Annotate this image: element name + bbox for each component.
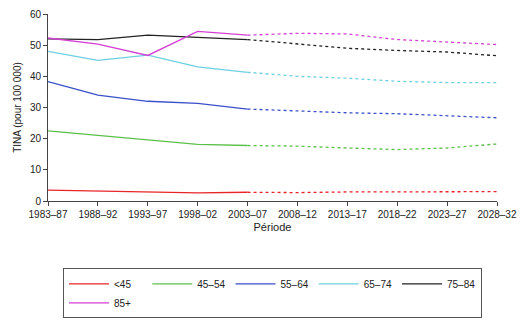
svg-text:40: 40 [30, 71, 42, 82]
svg-text:20: 20 [30, 133, 42, 144]
svg-text:2018–22: 2018–22 [378, 209, 417, 220]
svg-text:10: 10 [30, 164, 42, 175]
svg-text:2023–27: 2023–27 [428, 209, 467, 220]
svg-text:1988–92: 1988–92 [78, 209, 117, 220]
svg-text:1983–87: 1983–87 [29, 209, 68, 220]
svg-text:65–74: 65–74 [364, 279, 392, 290]
svg-text:30: 30 [30, 102, 42, 113]
svg-text:2008–12: 2008–12 [278, 209, 317, 220]
svg-text:1998–02: 1998–02 [178, 209, 217, 220]
svg-text:<45: <45 [114, 279, 131, 290]
svg-text:60: 60 [30, 9, 42, 20]
svg-text:1993–97: 1993–97 [128, 209, 167, 220]
svg-text:55–64: 55–64 [280, 279, 308, 290]
svg-text:2028–32: 2028–32 [478, 209, 517, 220]
svg-text:50: 50 [30, 40, 42, 51]
svg-text:75–84: 75–84 [447, 279, 475, 290]
svg-text:0: 0 [35, 196, 41, 207]
svg-text:Période: Période [254, 221, 292, 233]
svg-text:2013–17: 2013–17 [328, 209, 367, 220]
svg-text:2003–07: 2003–07 [228, 209, 267, 220]
svg-text:45–54: 45–54 [197, 279, 225, 290]
svg-text:85+: 85+ [114, 298, 131, 309]
svg-text:TINA (pour 100 000): TINA (pour 100 000) [12, 62, 23, 153]
